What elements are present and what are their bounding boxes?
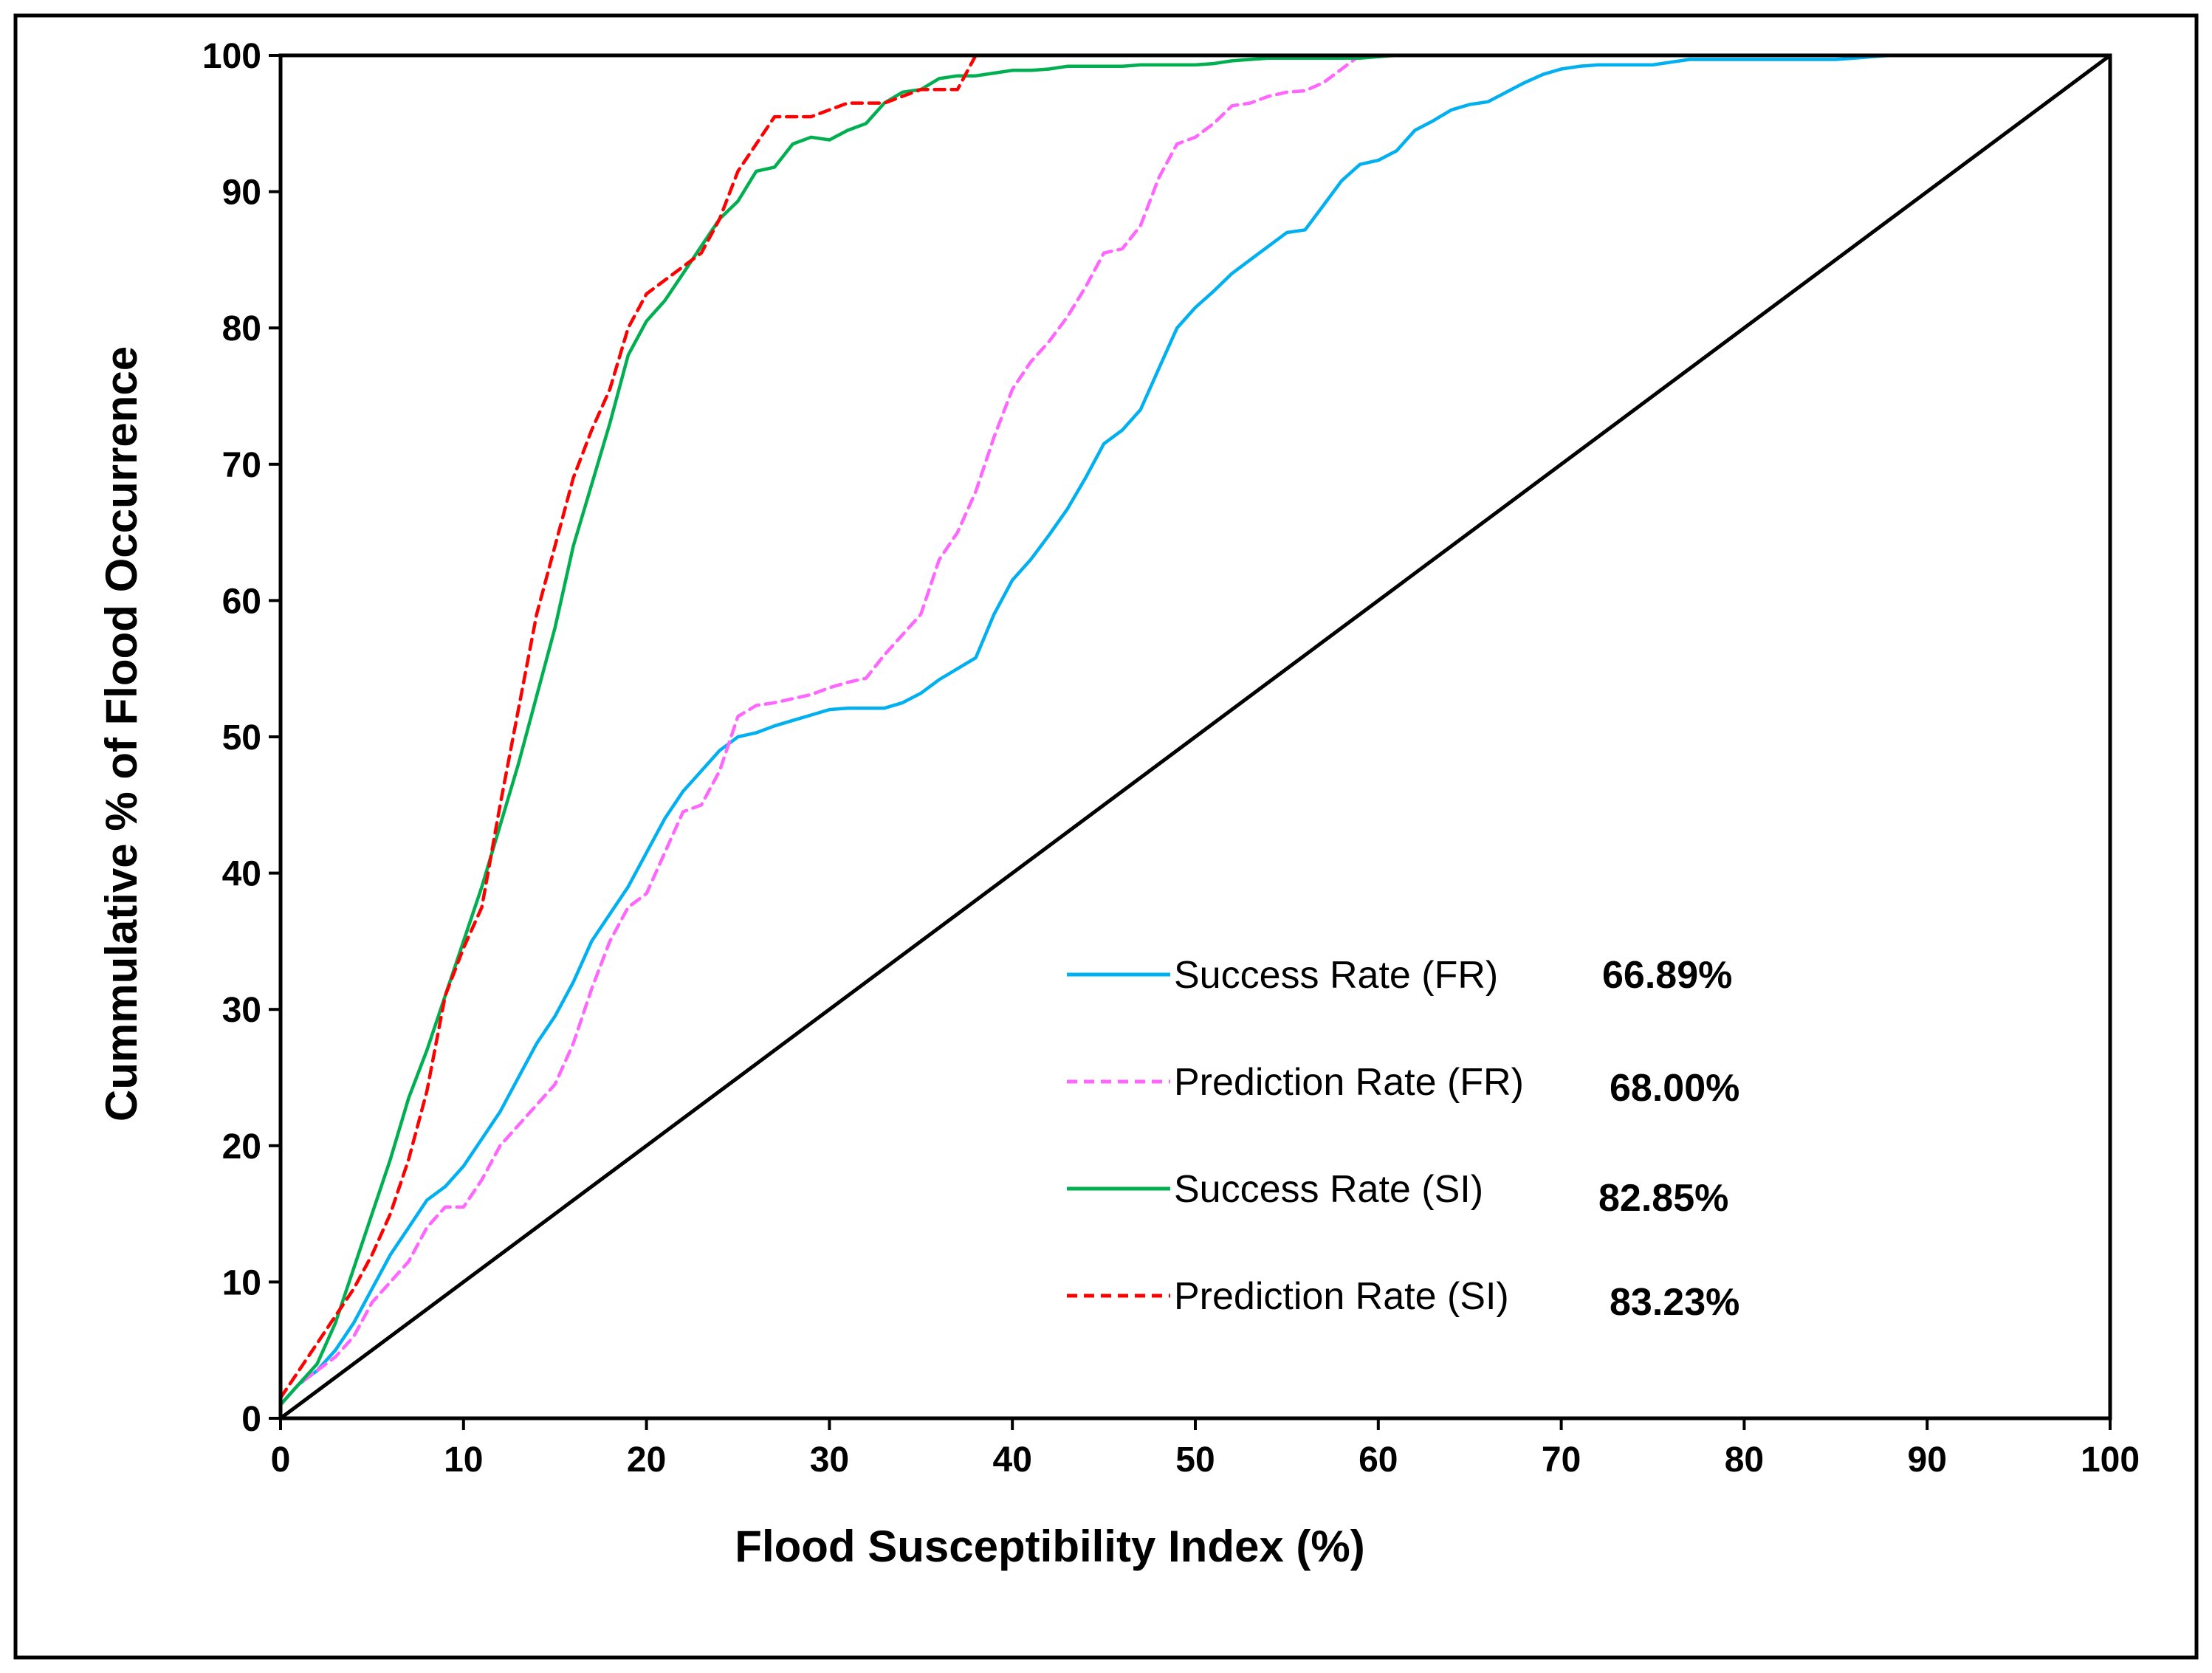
x-axis-ticks: 0 10 20 30 40 50 60 70 80 90 100 [271, 1418, 2140, 1480]
y-tick-label: 0 [241, 1400, 261, 1439]
x-axis-label: Flood Susceptibility Index (%) [735, 1522, 1364, 1571]
x-tick-label: 90 [1908, 1440, 1947, 1480]
y-tick-label: 50 [222, 718, 261, 758]
x-tick-label: 100 [2081, 1440, 2140, 1480]
x-tick-label: 30 [810, 1440, 849, 1480]
legend-label: Prediction Rate (FR) [1174, 1061, 1524, 1104]
y-tick-label: 90 [222, 174, 261, 213]
series-line-success-rate-fr [278, 53, 2112, 1406]
series-line-prediction-rate-fr [278, 53, 2112, 1406]
y-tick-label: 80 [222, 309, 261, 348]
x-tick-label: 40 [993, 1440, 1032, 1480]
y-tick-label: 40 [222, 855, 261, 894]
legend-label: Success Rate (SI) [1174, 1168, 1483, 1211]
x-tick-label: 60 [1359, 1440, 1398, 1480]
x-tick-label: 50 [1175, 1440, 1215, 1480]
y-tick-label: 10 [222, 1263, 261, 1302]
x-tick-label: 0 [271, 1440, 291, 1480]
legend-value: 68.00% [1610, 1067, 1739, 1110]
x-tick-label: 80 [1725, 1440, 1764, 1480]
x-tick-label: 10 [444, 1440, 483, 1480]
legend-label: Success Rate (FR) [1174, 954, 1498, 997]
reference-diagonal-line [278, 53, 2112, 1420]
legend-value: 66.89% [1602, 954, 1732, 997]
plot-area-border [278, 53, 2112, 1420]
x-tick-label: 20 [627, 1440, 666, 1480]
y-axis-ticks: 0 10 20 30 40 50 60 70 80 90 100 [202, 37, 281, 1439]
y-tick-label: 70 [222, 446, 261, 485]
x-tick-label: 70 [1542, 1440, 1581, 1480]
legend-value: 82.85% [1598, 1177, 1728, 1220]
legend: Success Rate (FR) 66.89% Prediction Rate (… [1067, 954, 1739, 1324]
legend-label: Prediction Rate (SI) [1174, 1275, 1509, 1318]
y-axis-label: Cummulative % of Flood Occurrence [97, 346, 146, 1121]
legend-value: 83.23% [1610, 1281, 1739, 1324]
y-tick-label: 60 [222, 582, 261, 621]
y-tick-label: 30 [222, 991, 261, 1030]
y-tick-label: 100 [202, 37, 261, 76]
y-tick-label: 20 [222, 1127, 261, 1167]
figure-border [13, 13, 2199, 1660]
